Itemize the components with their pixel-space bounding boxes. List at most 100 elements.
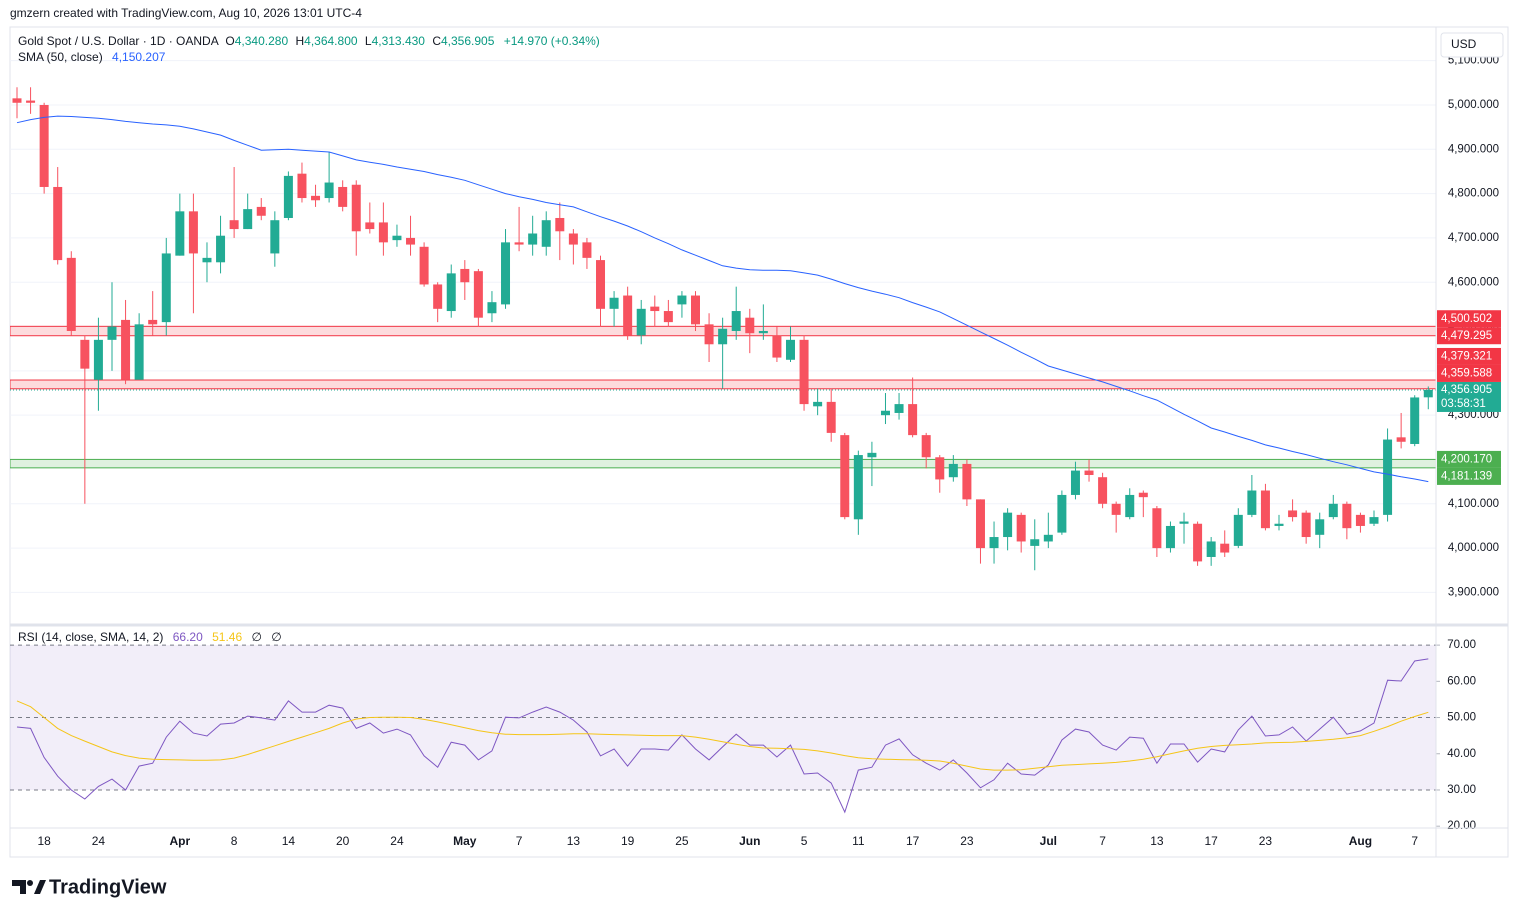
legend-value: 4,340.280 [235, 34, 289, 48]
candle-body [745, 317, 755, 334]
candle-body [921, 435, 931, 458]
currency-button[interactable] [1440, 32, 1504, 58]
x-tick-label: Jul [1040, 834, 1057, 848]
candle-body [134, 324, 144, 380]
candle-body [1260, 490, 1270, 529]
candle-body [446, 273, 456, 312]
candle-body [1165, 525, 1175, 549]
candle-body [1396, 437, 1406, 442]
y-tick-label: 4,800.000 [1448, 188, 1499, 200]
x-tick-label: 7 [1411, 834, 1418, 848]
y-tick-label: 4,000.000 [1448, 542, 1499, 554]
candle-body [283, 175, 293, 218]
candle-body [1220, 543, 1230, 553]
candle-body [568, 233, 578, 245]
x-tick-label: 13 [567, 834, 581, 848]
currency-label[interactable]: USD [1451, 37, 1477, 51]
candle-body [365, 222, 375, 230]
candle-body [894, 404, 904, 413]
last-price-badge [1437, 381, 1501, 412]
zone [10, 458, 1436, 469]
candle-body [935, 457, 945, 480]
candle-body [1098, 477, 1108, 504]
candle-body [975, 499, 985, 549]
candle-body [324, 182, 334, 199]
rsi-line [16, 700, 1429, 771]
candle-body [473, 271, 483, 318]
x-tick-label: 23 [960, 834, 974, 848]
rsi-value: 66.20 [173, 630, 203, 644]
zone-badge-label: 4,359.588 [1441, 367, 1492, 379]
y-tick-label: 4,600.000 [1448, 276, 1499, 288]
candle-body [1206, 541, 1216, 557]
legend-key: L [365, 34, 372, 48]
zone-badge [1437, 467, 1501, 485]
legend-key: C [432, 34, 441, 48]
candle-body [229, 220, 239, 230]
last-price-label: 4,356.905 [1441, 384, 1492, 396]
legend-value: 4,364.800 [304, 34, 358, 48]
candle-body [962, 463, 972, 500]
candle-body [1233, 514, 1243, 546]
sma-line [16, 115, 1429, 483]
zone-badge-label: 4,181.139 [1441, 470, 1492, 482]
candle-body [419, 246, 429, 285]
candle-body [596, 260, 606, 309]
logo-dot [27, 880, 33, 886]
sma-label: SMA (50, close) [18, 50, 103, 64]
candle-body [650, 306, 660, 312]
brand-logo: TradingView [12, 876, 167, 898]
candle-body [1274, 523, 1284, 526]
logo-slash [34, 880, 46, 894]
overlay-layer: 4,356.905 03:58:31 4,359.588 4,379.321 4,479… [1437, 310, 1501, 485]
candle-body [1355, 514, 1365, 526]
rsi-label: RSI (14, close, SMA, 14, 2) [18, 630, 163, 644]
x-tick-label: Apr [170, 834, 191, 848]
candle-body [12, 98, 22, 103]
brand-name: TradingView [49, 876, 167, 898]
candle-body [256, 206, 266, 216]
candle-body [216, 235, 226, 263]
candle-body [704, 324, 714, 345]
rsi-tick-label: 20.00 [1447, 820, 1476, 832]
x-tick-label: 7 [1099, 834, 1106, 848]
candle-body [188, 211, 198, 254]
y-tick-label: 4,700.000 [1448, 232, 1499, 244]
candle-body [243, 209, 253, 230]
candle-body [270, 220, 280, 254]
candle-body [799, 339, 809, 405]
candle-body [853, 455, 863, 520]
candle-body [1138, 492, 1148, 498]
candle-body [202, 257, 212, 263]
zone-badge-label: 4,500.502 [1441, 313, 1492, 325]
candle-body [1423, 389, 1433, 398]
x-tick-label: Jun [739, 834, 760, 848]
x-tick-label: 14 [282, 834, 296, 848]
candle-body [1111, 503, 1121, 515]
legend-value: 4,313.430 [372, 34, 426, 48]
zone-badge [1437, 347, 1501, 365]
x-tick-label: 23 [1259, 834, 1273, 848]
x-tick-label: 18 [37, 834, 51, 848]
candle-body [1070, 470, 1080, 495]
candle-body [66, 257, 76, 331]
candle-body [392, 235, 402, 241]
candle-body [772, 335, 782, 358]
candle-body [948, 463, 958, 478]
candle-body [636, 308, 646, 336]
y-tick-label: 3,900.000 [1448, 586, 1499, 598]
candle-body [1043, 534, 1053, 542]
x-tick-label: 24 [92, 834, 106, 848]
rsi-line [16, 658, 1429, 814]
candle-body [351, 184, 361, 232]
x-tick-label: 11 [852, 834, 865, 848]
x-tick-label: May [453, 834, 477, 848]
candle-body [528, 233, 538, 245]
sma-legend: SMA (50, close) 4,150.207 [18, 50, 166, 64]
logo-mark [12, 880, 26, 894]
candle-body [1383, 439, 1393, 515]
candle-body [826, 401, 836, 433]
candle-body [867, 452, 877, 458]
zone-badge [1437, 450, 1501, 468]
candle-body [338, 186, 348, 207]
